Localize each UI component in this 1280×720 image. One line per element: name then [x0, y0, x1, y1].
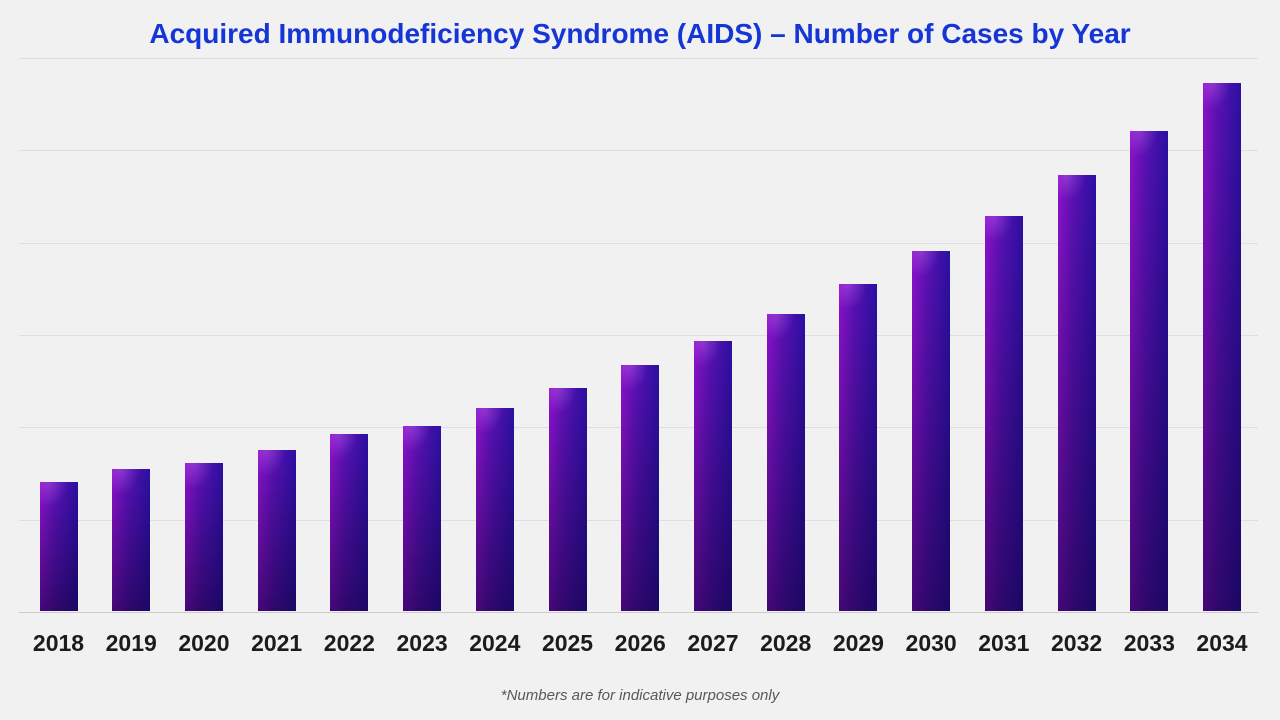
x-tick-label: 2027: [687, 630, 739, 656]
bar-2018: [39, 481, 78, 611]
bar-2022: [330, 433, 369, 611]
gridline: [19, 58, 1258, 59]
gridline: [19, 242, 1258, 244]
bar-2025: [548, 387, 587, 611]
bar-2034: [1203, 82, 1242, 611]
x-tick-label: 2020: [178, 630, 230, 656]
x-tick-label: 2025: [541, 630, 594, 656]
x-tick-label: 2018: [32, 630, 85, 656]
x-tick-label: 2026: [614, 630, 666, 656]
bar-2019: [112, 468, 151, 611]
bar-2033: [1130, 130, 1169, 611]
bar-2023: [403, 426, 442, 611]
x-tick-label: 2032: [1050, 630, 1103, 656]
x-tick-label: 2019: [105, 630, 157, 656]
x-tick-label: 2022: [323, 630, 375, 656]
x-tick-label: 2029: [832, 630, 884, 656]
x-tick-label: 2023: [396, 630, 448, 656]
x-tick-label: 2028: [760, 630, 812, 656]
bar-2032: [1057, 175, 1096, 611]
bar-2030: [912, 250, 951, 611]
footnote: *Numbers are for indicative purposes onl…: [500, 687, 780, 704]
bar-2026: [621, 365, 660, 611]
gridline: [19, 150, 1258, 152]
x-tick-label: 2031: [978, 630, 1030, 656]
x-tick-label: 2021: [251, 630, 303, 656]
bar-2028: [766, 313, 805, 611]
chart-title: Acquired Immunodeficiency Syndrome (AIDS…: [149, 18, 1131, 49]
bar-2029: [839, 284, 878, 611]
x-tick-label: 2033: [1123, 630, 1175, 656]
bar-2021: [257, 450, 296, 611]
gridline: [19, 335, 1258, 336]
bar-2027: [693, 341, 732, 611]
bar-chart-plot-area: 2018 2019 2020 2021 2022 2023 2024 2025 2026 2027…: [19, 58, 1258, 656]
bar-2020: [184, 463, 223, 611]
x-axis-line: [19, 612, 1258, 613]
bar-2031: [984, 215, 1023, 611]
x-tick-label: 2034: [1196, 630, 1248, 656]
bar-2024: [475, 407, 514, 611]
x-tick-label: 2024: [469, 630, 521, 656]
x-tick-label: 2030: [905, 630, 957, 656]
